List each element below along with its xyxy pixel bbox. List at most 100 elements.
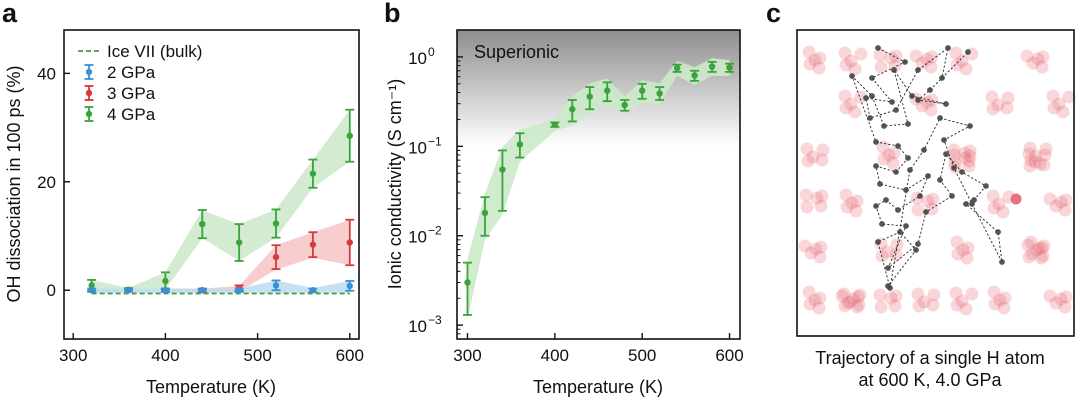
h-atom-position xyxy=(905,121,911,127)
oxygen-atom xyxy=(873,288,903,314)
oxygen-site xyxy=(800,142,814,156)
y-tick-label-b: 10 xyxy=(408,228,427,247)
oxygen-site xyxy=(1049,296,1063,310)
oxygen-site xyxy=(962,159,976,173)
data-point xyxy=(88,287,95,294)
oxygen-atom xyxy=(1020,49,1050,74)
h-atom-position xyxy=(895,207,901,213)
h-atom-position xyxy=(951,165,957,171)
x-tick-label-a: 300 xyxy=(59,346,87,365)
data-point xyxy=(235,239,243,246)
point-p3 xyxy=(271,244,281,270)
oxygen-site xyxy=(886,156,900,170)
oxygen-atom xyxy=(874,237,904,263)
oxygen-site xyxy=(955,54,969,68)
h-atom-position xyxy=(879,221,885,227)
oxygen-site xyxy=(1031,52,1045,66)
h-atom-position xyxy=(902,59,908,65)
oxygen-site xyxy=(853,288,867,302)
oxygen-site xyxy=(813,291,827,305)
data-point xyxy=(272,220,280,227)
oxygen-atom xyxy=(950,235,975,265)
y-tick-label-a: 40 xyxy=(37,64,56,83)
oxygen-atom xyxy=(947,143,977,169)
h-atom-position xyxy=(893,169,899,175)
y-tick-exponent-b: −2 xyxy=(428,224,442,238)
oxygen-site xyxy=(1022,250,1036,264)
y-tick-label-b: 10 xyxy=(408,317,427,336)
oxygen-atom xyxy=(985,90,1015,116)
oxygen-site xyxy=(1026,56,1040,70)
oxygen-site xyxy=(850,300,864,314)
oxygen-site xyxy=(950,298,964,312)
oxygen-atom xyxy=(947,148,977,174)
h-atom-position xyxy=(925,173,931,179)
oxygen-atom xyxy=(1023,141,1053,171)
h-atom-position xyxy=(877,181,883,187)
oxygen-site xyxy=(1043,192,1057,206)
oxygen-site xyxy=(926,298,940,312)
data-point xyxy=(346,282,353,290)
oxygen-site xyxy=(814,199,828,213)
oxygen-site xyxy=(812,61,826,75)
point-conductivity xyxy=(637,82,647,100)
h-atom-position xyxy=(941,137,947,143)
h-atom-position xyxy=(875,45,881,51)
panel-c-label: c xyxy=(766,0,781,28)
plot-frame-a xyxy=(63,29,360,340)
h-atom-position xyxy=(949,193,955,199)
oxygen-site xyxy=(1058,300,1072,314)
x-tick-label-a: 600 xyxy=(336,346,364,365)
point-p2 xyxy=(308,287,318,294)
data-point xyxy=(464,279,471,286)
x-axis-label-b: Temperature (K) xyxy=(533,377,663,397)
point-conductivity xyxy=(585,86,595,111)
point-p4 xyxy=(345,108,355,163)
data-point xyxy=(691,72,698,79)
h-atom-position xyxy=(875,239,881,245)
oxygen-site xyxy=(1059,193,1073,207)
oxygen-site xyxy=(950,235,964,249)
oxygen-site xyxy=(911,203,925,217)
oxygen-site xyxy=(1047,101,1061,115)
oxygen-atom xyxy=(839,188,864,218)
oxygen-site xyxy=(1001,91,1015,105)
oxygen-site xyxy=(991,98,1005,112)
oxygen-site xyxy=(848,105,862,119)
x-tick-label-b: 400 xyxy=(541,346,569,365)
oxygen-atom xyxy=(1024,235,1049,265)
oxygen-site xyxy=(835,289,849,303)
oxygen-site xyxy=(840,200,854,214)
point-p4 xyxy=(308,158,318,189)
data-point xyxy=(235,287,243,294)
y-tick-label-a: 20 xyxy=(37,173,56,192)
y-tick-label-a: 0 xyxy=(47,281,56,300)
oxygen-site xyxy=(1024,235,1038,249)
oxygen-site xyxy=(877,152,891,166)
point-p4 xyxy=(271,208,281,239)
point-conductivity xyxy=(655,86,665,101)
oxygen-site xyxy=(1029,149,1043,163)
oxygen-site xyxy=(949,286,963,300)
oxygen-site xyxy=(986,102,1000,116)
h-atom-position xyxy=(915,67,921,73)
point-p3 xyxy=(345,218,355,267)
oxygen-site xyxy=(815,189,829,203)
oxygen-site xyxy=(849,204,863,218)
data-point xyxy=(481,209,489,217)
oxygen-site xyxy=(813,250,827,264)
oxygen-site xyxy=(874,300,888,314)
oxygen-atom xyxy=(987,285,1012,315)
oxygen-atom xyxy=(876,140,901,170)
oxygen-site xyxy=(1046,89,1060,103)
oxygen-site xyxy=(949,46,963,60)
oxygen-site xyxy=(1024,153,1038,167)
oxygen-site xyxy=(1058,203,1072,217)
h-atom-position xyxy=(999,259,1005,265)
oxygen-site xyxy=(813,51,827,65)
oxygen-site xyxy=(844,54,858,68)
h-atom-position xyxy=(883,197,889,203)
point-p2 xyxy=(124,287,134,294)
oxygen-site xyxy=(852,298,866,312)
